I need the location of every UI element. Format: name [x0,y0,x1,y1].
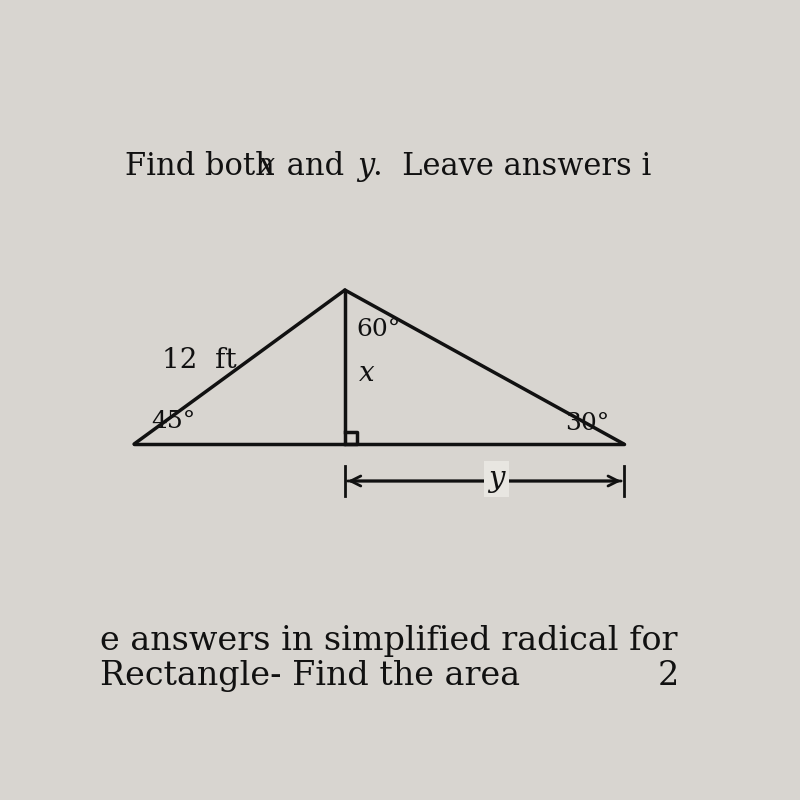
Text: 60°: 60° [356,318,400,341]
Text: .  Leave answers i: . Leave answers i [373,151,651,182]
Text: Rectangle- Find the area: Rectangle- Find the area [100,660,520,692]
Text: 2: 2 [658,660,679,692]
Text: 30°: 30° [565,412,610,435]
Text: x: x [358,360,374,386]
Text: and: and [277,151,354,182]
Text: 12  ft: 12 ft [162,347,237,374]
Text: y: y [489,465,505,493]
Text: e answers in simplified radical for: e answers in simplified radical for [100,625,678,657]
Text: x: x [258,151,275,182]
Text: y: y [358,151,374,182]
Text: Find both: Find both [125,151,285,182]
Text: 45°: 45° [151,410,196,433]
